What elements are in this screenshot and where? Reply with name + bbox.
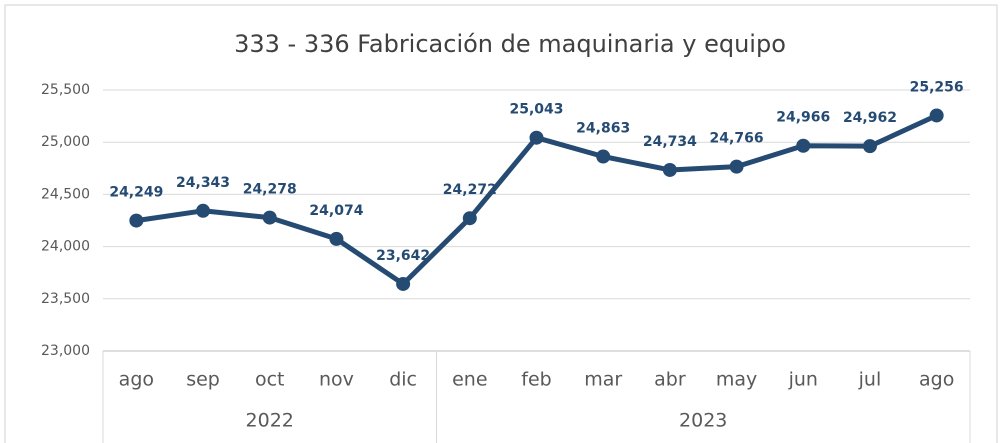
y-tick-label: 24,500 <box>41 186 90 202</box>
x-tick-label: ene <box>452 369 487 391</box>
data-point <box>796 138 811 153</box>
y-tick-label: 25,500 <box>41 82 90 98</box>
x-tick-label: oct <box>255 369 285 391</box>
data-point <box>262 210 277 225</box>
data-point <box>662 162 677 177</box>
data-point <box>729 159 744 174</box>
x-tick-label: ago <box>919 369 954 391</box>
data-label: 23,642 <box>376 248 430 264</box>
chart-frame <box>4 4 998 443</box>
x-tick-label: abr <box>654 369 686 391</box>
y-tick-label: 24,000 <box>41 239 90 255</box>
data-label: 24,343 <box>176 175 230 191</box>
x-tick-label: jul <box>858 369 882 391</box>
data-label: 24,962 <box>843 110 897 126</box>
data-point <box>596 149 611 164</box>
data-label: 25,043 <box>509 102 563 118</box>
data-label: 24,074 <box>309 203 363 219</box>
data-point <box>929 108 944 123</box>
y-tick-label: 23,500 <box>41 291 90 307</box>
data-point <box>396 276 411 291</box>
y-tick-label: 25,000 <box>41 134 90 150</box>
data-label: 24,272 <box>443 182 497 198</box>
data-point <box>862 139 877 154</box>
data-point <box>129 213 144 228</box>
data-label: 24,863 <box>576 121 630 137</box>
data-label: 25,256 <box>910 79 964 95</box>
data-label: 24,766 <box>710 131 764 147</box>
x-tick-label: jun <box>788 369 818 391</box>
data-label: 24,278 <box>243 182 297 198</box>
x-tick-label: ago <box>119 369 154 391</box>
x-tick-label: may <box>716 369 757 391</box>
x-group-label: 2023 <box>679 410 727 432</box>
data-point <box>329 231 344 246</box>
data-point <box>462 211 477 226</box>
x-tick-label: dic <box>389 369 417 391</box>
data-point <box>196 203 211 218</box>
data-label: 24,966 <box>776 110 830 126</box>
x-tick-label: mar <box>584 369 622 391</box>
y-tick-label: 23,000 <box>41 343 90 359</box>
data-point <box>529 130 544 145</box>
x-tick-label: feb <box>521 369 551 391</box>
x-tick-label: nov <box>319 369 354 391</box>
data-label: 24,734 <box>643 134 697 150</box>
x-group-label: 2022 <box>246 410 294 432</box>
x-tick-label: sep <box>186 369 220 391</box>
chart-title: 333 - 336 Fabricación de maquinaria y eq… <box>234 30 786 58</box>
data-label: 24,249 <box>109 185 163 201</box>
